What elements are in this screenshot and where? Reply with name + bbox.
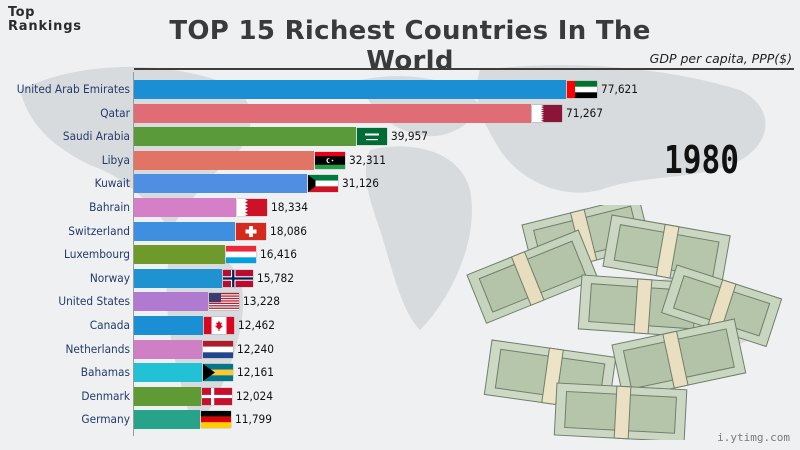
money-stack-icon: [466, 205, 783, 440]
netherlands-flag-icon: [203, 340, 233, 358]
value-label: 71,267: [566, 105, 604, 120]
category-label: Bahamas: [80, 365, 130, 380]
value-label: 77,621: [601, 82, 639, 96]
category-label: Netherlands: [65, 341, 130, 356]
bar-luxembourg: [134, 245, 225, 265]
value-label: 13,228: [243, 294, 281, 309]
value-label: 32,311: [349, 152, 387, 167]
category-label: Switzerland: [68, 223, 130, 238]
category-label: Luxembourg: [64, 247, 130, 262]
chart-subtitle: GDP per capita, PPP($): [649, 51, 792, 66]
bar-netherlands: [134, 339, 202, 359]
category-label: Norway: [89, 270, 130, 285]
bar-norway: [134, 268, 222, 288]
switzerland-flag-icon: [236, 222, 266, 240]
logo-line-1: Top: [8, 5, 35, 20]
bar-germany: [134, 410, 200, 430]
value-label: 31,126: [342, 176, 380, 191]
category-label: Canada: [89, 318, 130, 332]
value-label: 12,161: [237, 365, 275, 380]
libya-flag-icon: [315, 151, 345, 169]
category-label: Germany: [81, 412, 130, 427]
value-label: 18,334: [271, 200, 309, 214]
category-label: United Arab Emirates: [16, 82, 130, 96]
kuwait-flag-icon: [308, 175, 338, 193]
bar-bahrain: [134, 198, 236, 217]
category-label: Qatar: [100, 105, 130, 120]
value-label: 18,086: [270, 223, 308, 238]
bar-libya: [134, 150, 314, 170]
norway-flag-icon: [223, 269, 253, 287]
category-label: Libya: [101, 152, 130, 167]
bar-saudi: [134, 127, 356, 147]
bar-denmark: [134, 386, 201, 406]
bar-kuwait: [134, 174, 307, 194]
bar-bahamas: [134, 363, 202, 383]
value-label: 12,024: [236, 388, 274, 403]
luxembourg-flag-icon: [226, 246, 256, 264]
bahamas-flag-icon: [203, 364, 233, 382]
category-label: Denmark: [81, 388, 130, 403]
title-rule: [134, 68, 794, 70]
value-label: 16,416: [260, 247, 298, 262]
category-label: United States: [58, 294, 131, 309]
denmark-flag-icon: [202, 387, 232, 405]
bar-uae: [134, 80, 566, 99]
category-label: Bahrain: [89, 200, 130, 214]
top-rankings-logo: Top Rankings: [8, 6, 82, 34]
bar-qatar: [134, 103, 531, 123]
watermark: i.ytimg.com: [717, 431, 790, 444]
y-axis-line: [133, 72, 134, 436]
chart-title: TOP 15 Richest Countries In The World: [169, 16, 651, 76]
bar-usa: [134, 292, 208, 312]
uae-flag-icon: [567, 81, 597, 98]
value-label: 12,462: [238, 318, 276, 332]
category-label: Kuwait: [94, 176, 130, 191]
germany-flag-icon: [201, 411, 231, 429]
usa-flag-icon: [209, 293, 239, 311]
value-label: 39,957: [391, 129, 429, 144]
logo-line-2: Rankings: [8, 19, 82, 34]
category-label: Saudi Arabia: [62, 129, 131, 144]
value-label: 11,799: [235, 412, 273, 427]
bar-canada: [134, 316, 203, 335]
saudi-flag-icon: [357, 128, 387, 146]
value-label: 12,240: [237, 341, 275, 356]
qatar-flag-icon: [532, 104, 562, 122]
canada-flag-icon: [204, 317, 234, 334]
bar-switzerland: [134, 221, 235, 241]
year-label: 1980: [664, 138, 740, 182]
value-label: 15,782: [257, 270, 295, 285]
bahrain-flag-icon: [237, 199, 267, 216]
